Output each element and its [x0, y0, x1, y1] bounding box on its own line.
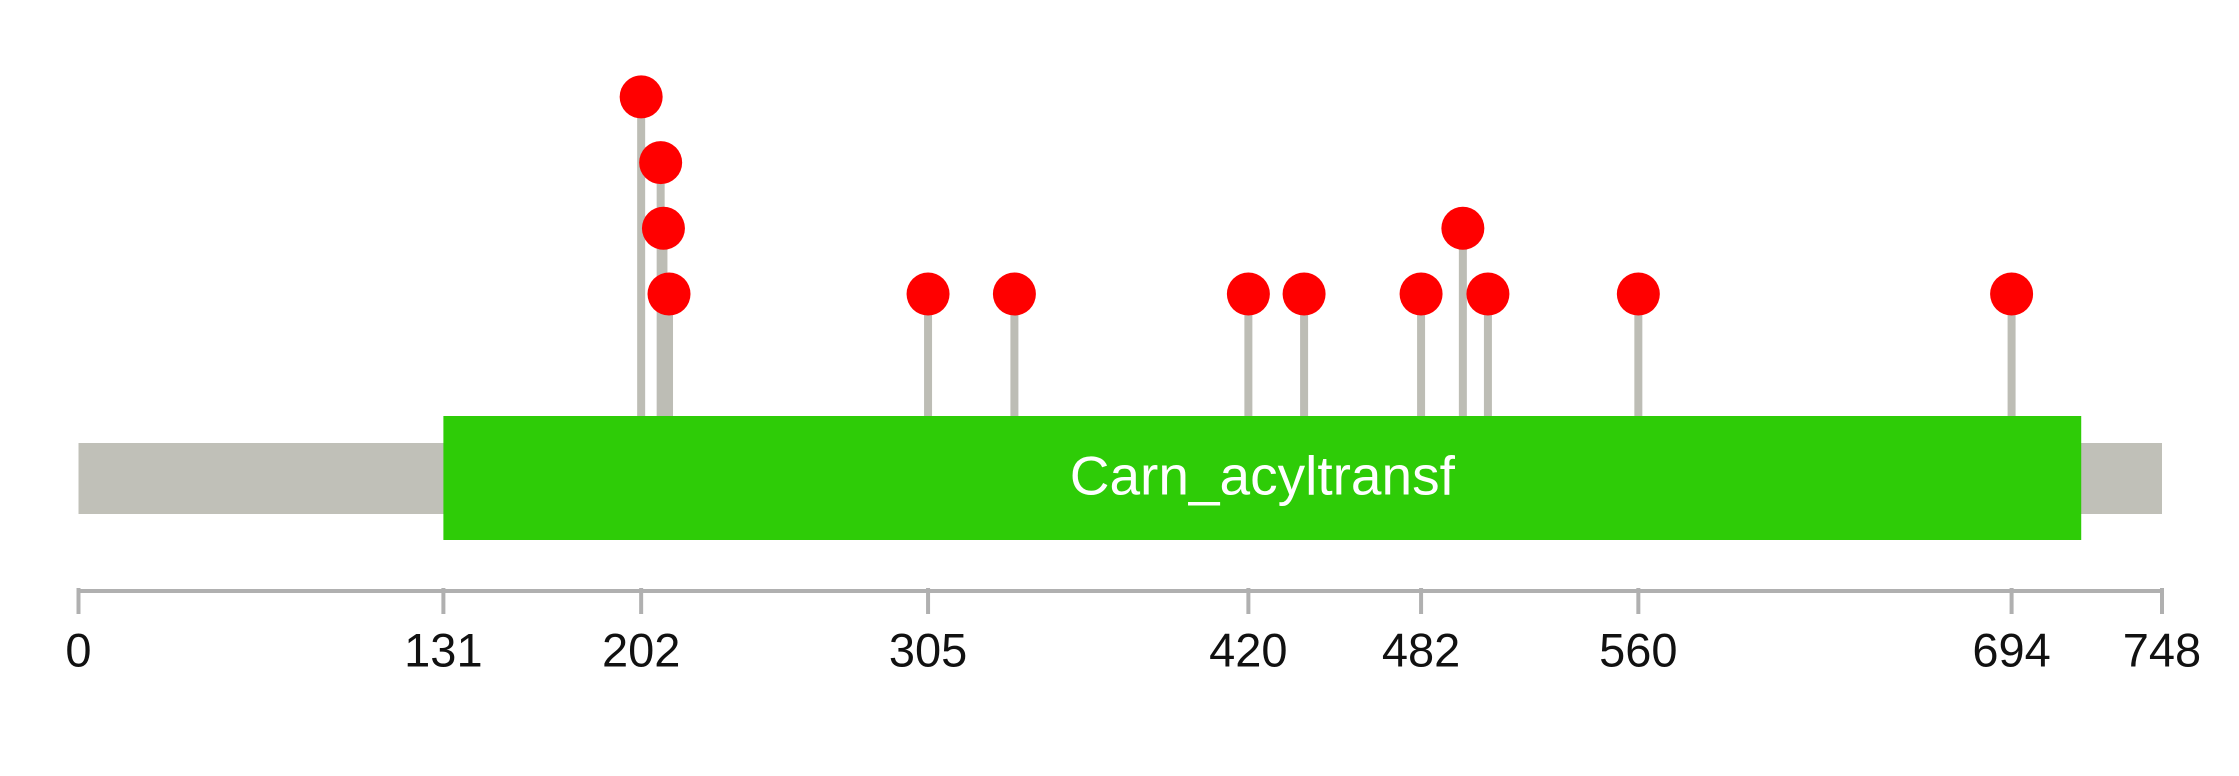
x-tick-label: 560	[1599, 623, 1677, 676]
lollipop-head	[1466, 272, 1510, 316]
lollipop-head	[1616, 272, 1660, 316]
lollipop-head	[619, 75, 663, 119]
lollipop-head	[1226, 272, 1270, 316]
x-tick-label: 305	[889, 623, 967, 676]
domain	[443, 416, 2082, 540]
lollipop-head	[639, 141, 683, 185]
lollipop-head	[992, 272, 1036, 316]
lollipop-head	[1399, 272, 1443, 316]
lollipop-head	[1441, 206, 1485, 250]
lollipop-head	[641, 206, 685, 250]
x-tick-label: 202	[602, 623, 680, 676]
x-tick-label: 748	[2123, 623, 2201, 676]
domain-label: Carn_acyltransf	[1070, 445, 1456, 507]
x-tick-label: 482	[1382, 623, 1460, 676]
x-tick-label: 131	[404, 623, 482, 676]
x-tick-label: 0	[65, 623, 91, 676]
lollipop-head	[906, 272, 950, 316]
x-tick-label: 694	[1972, 623, 2050, 676]
lollipop-head	[1990, 272, 2034, 316]
lollipop-head	[647, 272, 691, 316]
lollipop-head	[1282, 272, 1326, 316]
x-tick-label: 420	[1209, 623, 1287, 676]
